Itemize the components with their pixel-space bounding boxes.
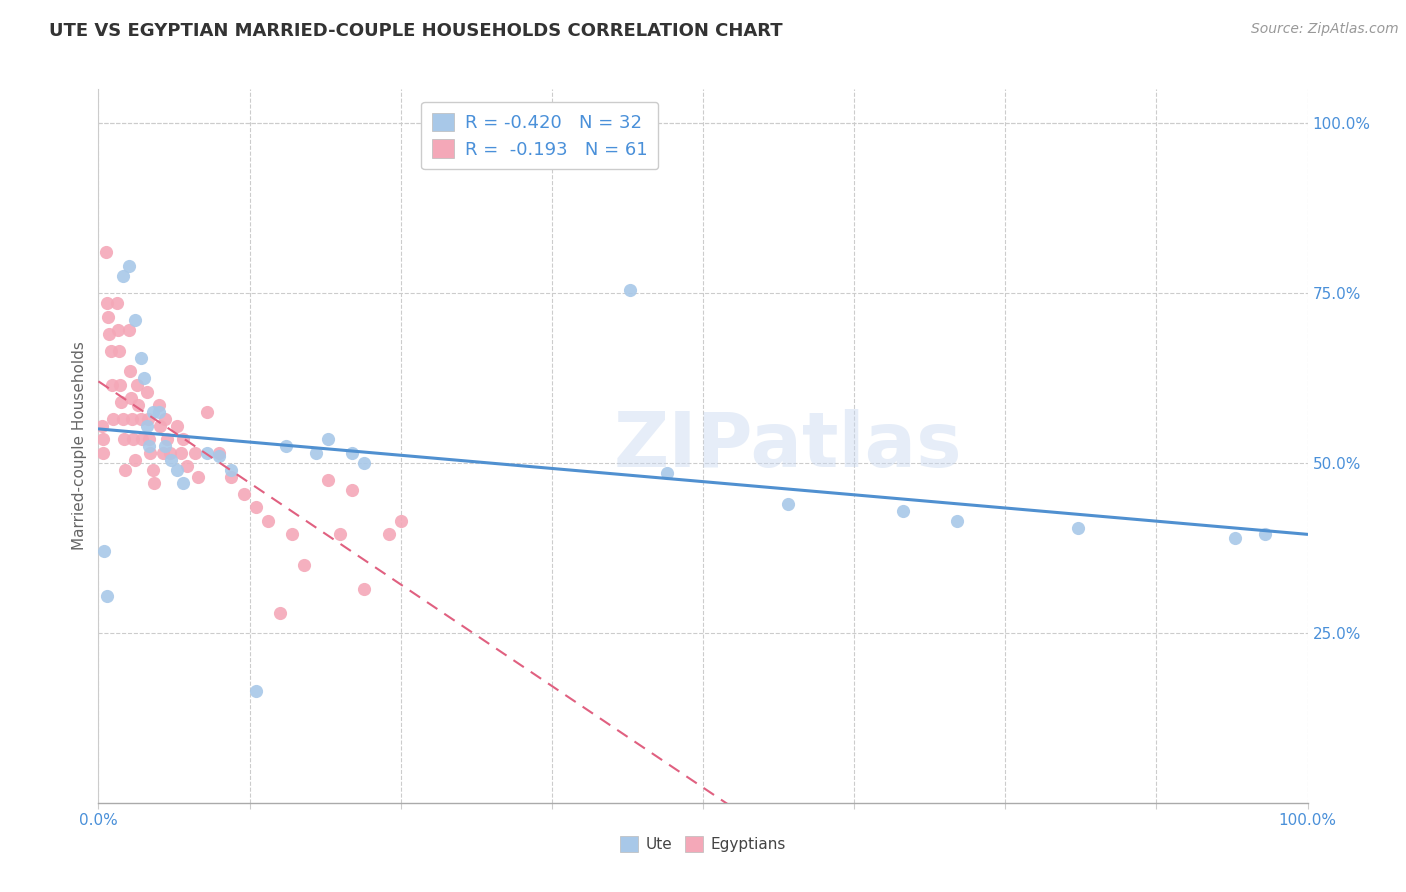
Point — [100, 377, 122, 392]
Point — [316, 473, 339, 487]
Point — [184, 446, 207, 460]
Y-axis label: Married-couple Households: Married-couple Households — [72, 342, 87, 550]
Point — [221, 469, 243, 483]
Point — [1254, 527, 1277, 541]
Point — [118, 259, 141, 273]
Point — [153, 439, 176, 453]
Point — [118, 364, 141, 378]
Point — [776, 497, 799, 511]
Point — [232, 486, 254, 500]
Point — [135, 384, 157, 399]
Point — [256, 514, 278, 528]
Point — [111, 412, 134, 426]
Point — [93, 544, 115, 558]
Point — [98, 326, 121, 341]
Point — [124, 452, 146, 467]
Point — [316, 432, 339, 446]
Point — [110, 394, 132, 409]
Point — [142, 405, 165, 419]
Point — [108, 343, 131, 358]
Point — [148, 398, 170, 412]
Point — [127, 377, 149, 392]
Point — [139, 446, 162, 460]
Text: UTE VS EGYPTIAN MARRIED-COUPLE HOUSEHOLDS CORRELATION CHART: UTE VS EGYPTIAN MARRIED-COUPLE HOUSEHOLD… — [49, 22, 783, 40]
Point — [91, 418, 114, 433]
Point — [100, 343, 122, 358]
Point — [94, 245, 117, 260]
Point — [108, 377, 131, 392]
Point — [377, 527, 399, 541]
Legend: Ute, Egyptians: Ute, Egyptians — [620, 837, 786, 852]
Point — [342, 483, 364, 498]
Point — [353, 456, 375, 470]
Point — [149, 418, 172, 433]
Point — [127, 398, 149, 412]
Point — [208, 449, 231, 463]
Point — [342, 446, 364, 460]
Point — [122, 432, 145, 446]
Point — [96, 589, 118, 603]
Point — [891, 503, 914, 517]
Point — [107, 323, 129, 337]
Point — [305, 446, 328, 460]
Point — [131, 432, 153, 446]
Point — [105, 296, 128, 310]
Point — [114, 463, 136, 477]
Point — [172, 432, 194, 446]
Point — [129, 412, 152, 426]
Point — [129, 351, 152, 365]
Point — [138, 432, 160, 446]
Point — [655, 466, 678, 480]
Point — [619, 283, 641, 297]
Point — [172, 476, 194, 491]
Point — [136, 412, 159, 426]
Point — [245, 683, 267, 698]
Point — [156, 432, 179, 446]
Point — [274, 439, 297, 453]
Point — [946, 514, 969, 528]
Point — [143, 476, 166, 491]
Point — [195, 405, 218, 419]
Point — [111, 269, 134, 284]
Point — [389, 514, 412, 528]
Point — [166, 418, 188, 433]
Point — [1067, 520, 1090, 534]
Point — [169, 446, 191, 460]
Point — [97, 310, 120, 324]
Point — [245, 500, 267, 515]
Point — [160, 452, 183, 467]
Point — [187, 469, 209, 483]
Point — [208, 446, 231, 460]
Point — [121, 412, 143, 426]
Point — [148, 405, 170, 419]
Text: ZIPatlas: ZIPatlas — [613, 409, 962, 483]
Point — [153, 412, 176, 426]
Point — [152, 446, 174, 460]
Point — [353, 582, 375, 596]
Point — [120, 392, 142, 406]
Point — [91, 446, 114, 460]
Point — [166, 463, 188, 477]
Point — [134, 371, 156, 385]
Point — [176, 459, 198, 474]
Point — [292, 558, 315, 572]
Point — [112, 432, 135, 446]
Point — [269, 606, 291, 620]
Point — [329, 527, 352, 541]
Point — [96, 296, 118, 310]
Point — [101, 412, 124, 426]
Point — [124, 313, 146, 327]
Point — [195, 446, 218, 460]
Point — [91, 432, 114, 446]
Point — [135, 418, 157, 433]
Point — [118, 323, 141, 337]
Point — [159, 446, 181, 460]
Point — [142, 463, 165, 477]
Text: Source: ZipAtlas.com: Source: ZipAtlas.com — [1251, 22, 1399, 37]
Point — [281, 527, 304, 541]
Point — [221, 463, 243, 477]
Point — [1223, 531, 1246, 545]
Point — [138, 439, 160, 453]
